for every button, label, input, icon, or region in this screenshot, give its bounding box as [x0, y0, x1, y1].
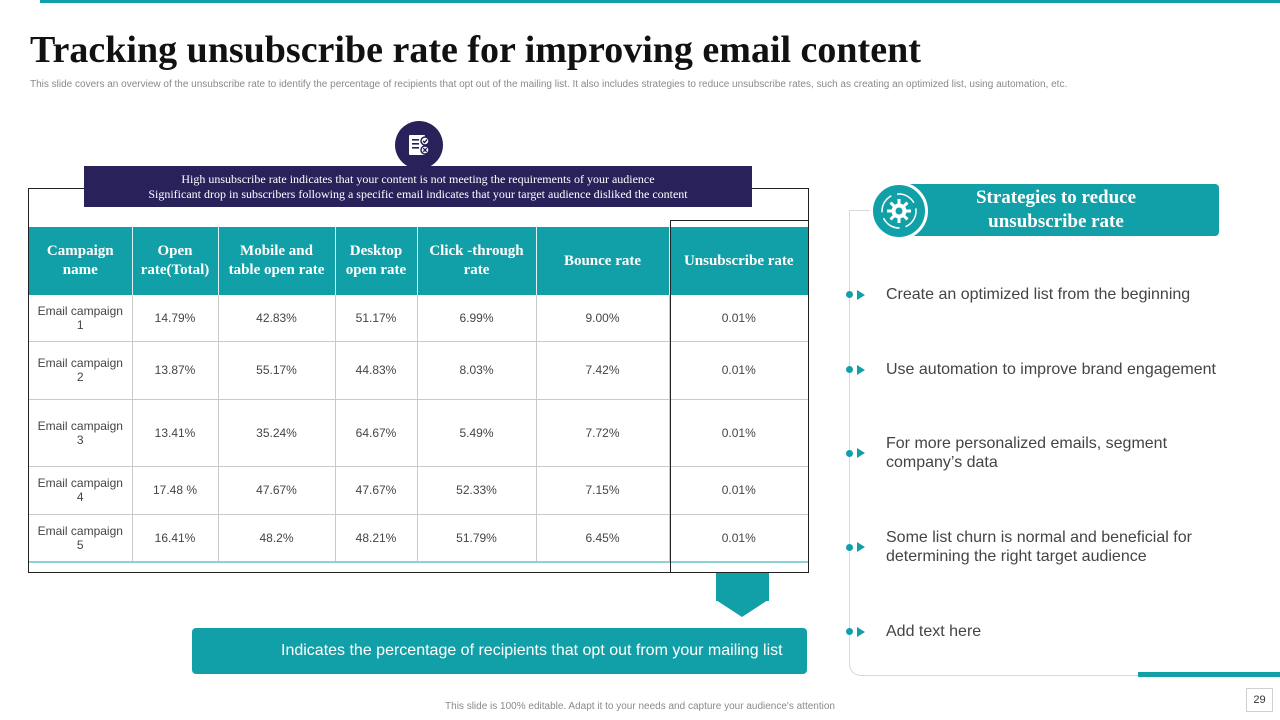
table-header-row: Campaign name Open rate(Total) Mobile an… [29, 227, 808, 295]
cell-bounce-rate: 7.42% [536, 341, 670, 400]
strategy-text: For more personalized emails, segment co… [886, 435, 1168, 471]
cell-open-rate: 13.87% [132, 341, 219, 400]
unsubscribe-column-highlight [670, 220, 809, 573]
page-number: 29 [1246, 688, 1273, 712]
cell-click-through-rate: 51.79% [417, 514, 537, 563]
cell-desktop-open-rate: 51.17% [335, 295, 418, 342]
cell-unsubscribe-rate: 0.01% [669, 399, 808, 467]
strategy-item-4: Some list churn is normal and beneficial… [846, 528, 1236, 566]
strategy-item-5: Add text here [846, 622, 1236, 641]
panel-border-top [849, 210, 871, 211]
cell-unsubscribe-rate: 0.01% [669, 514, 808, 563]
bullet-arrow-icon [846, 448, 886, 458]
pointer-arrow-body [716, 573, 769, 601]
cell-mobile-open-rate: 48.2% [218, 514, 336, 563]
strategy-item-1: Create an optimized list from the beginn… [846, 285, 1236, 304]
panel-border-bottom [849, 664, 1139, 676]
strategy-text: Add text here [886, 623, 982, 640]
strategy-item-2: Use automation to improve brand engageme… [846, 360, 1236, 379]
slide-title: Tracking unsubscribe rate for improving … [30, 29, 921, 71]
header-campaign-name: Campaign name [29, 227, 133, 295]
cell-mobile-open-rate: 55.17% [218, 341, 336, 400]
gear-icon [870, 182, 928, 240]
strategy-text: Some list churn is normal and beneficial… [886, 529, 1192, 565]
cell-click-through-rate: 8.03% [417, 341, 537, 400]
header-unsubscribe-rate: Unsubscribe rate [669, 227, 808, 295]
cell-bounce-rate: 7.15% [536, 466, 670, 515]
bullet-arrow-icon [846, 542, 886, 552]
table-row: Email campaign 1 14.79% 42.83% 51.17% 6.… [29, 295, 808, 342]
note-text: Indicates the percentage of recipients t… [281, 642, 783, 659]
header-click-through-rate: Click -through rate [417, 227, 537, 295]
bullet-arrow-icon [846, 364, 886, 375]
header-mobile-open-rate: Mobile and table open rate [218, 227, 336, 295]
strategy-text: Use automation to improve brand engageme… [886, 361, 1216, 378]
banner-line-2: Significant drop in subscribers followin… [148, 187, 688, 201]
cell-bounce-rate: 7.72% [536, 399, 670, 467]
cell-campaign: Email campaign 5 [29, 514, 133, 563]
cell-open-rate: 14.79% [132, 295, 219, 342]
header-open-rate: Open rate(Total) [132, 227, 219, 295]
cell-campaign: Email campaign 1 [29, 295, 133, 342]
cell-desktop-open-rate: 44.83% [335, 341, 418, 400]
table-row: Email campaign 4 17.48 % 47.67% 47.67% 5… [29, 466, 808, 515]
cell-campaign: Email campaign 4 [29, 466, 133, 515]
table-row: Email campaign 3 13.41% 35.24% 64.67% 5.… [29, 399, 808, 467]
strategies-title-line-2: unsubscribe rate [988, 211, 1124, 232]
unsubscribe-definition-note: Indicates the percentage of recipients t… [192, 628, 807, 674]
bullet-arrow-icon [846, 289, 886, 300]
strategy-text: Create an optimized list from the beginn… [886, 286, 1191, 303]
cell-unsubscribe-rate: 0.01% [669, 466, 808, 515]
banner-line-1: High unsubscribe rate indicates that you… [181, 172, 655, 186]
header-bounce-rate: Bounce rate [536, 227, 670, 295]
pointer-arrow-head [716, 600, 768, 617]
cell-mobile-open-rate: 47.67% [218, 466, 336, 515]
top-accent-rule [40, 0, 1280, 3]
cell-click-through-rate: 6.99% [417, 295, 537, 342]
bullet-arrow-icon [846, 626, 886, 637]
slide-subtitle: This slide covers an overview of the uns… [30, 79, 1068, 90]
panel-border-left [849, 210, 850, 665]
cell-click-through-rate: 52.33% [417, 466, 537, 515]
cell-desktop-open-rate: 48.21% [335, 514, 418, 563]
cell-desktop-open-rate: 47.67% [335, 466, 418, 515]
cell-desktop-open-rate: 64.67% [335, 399, 418, 467]
slide-footer: This slide is 100% editable. Adapt it to… [445, 701, 835, 712]
cell-unsubscribe-rate: 0.01% [669, 341, 808, 400]
cell-unsubscribe-rate: 0.01% [669, 295, 808, 342]
cell-bounce-rate: 6.45% [536, 514, 670, 563]
cell-mobile-open-rate: 42.83% [218, 295, 336, 342]
cell-open-rate: 13.41% [132, 399, 219, 467]
insight-banner: High unsubscribe rate indicates that you… [84, 166, 752, 207]
strategy-item-3: For more personalized emails, segment co… [846, 434, 1236, 472]
campaign-metrics-table: Campaign name Open rate(Total) Mobile an… [29, 227, 808, 563]
cell-campaign: Email campaign 2 [29, 341, 133, 400]
cell-mobile-open-rate: 35.24% [218, 399, 336, 467]
document-checklist-icon [395, 121, 443, 169]
table-row: Email campaign 2 13.87% 55.17% 44.83% 8.… [29, 341, 808, 400]
panel-accent-bar [1138, 672, 1280, 677]
cell-campaign: Email campaign 3 [29, 399, 133, 467]
cell-bounce-rate: 9.00% [536, 295, 670, 342]
cell-open-rate: 17.48 % [132, 466, 219, 515]
strategies-header: Strategies to reduce unsubscribe rate [890, 184, 1219, 236]
header-desktop-open-rate: Desktop open rate [335, 227, 418, 295]
cell-open-rate: 16.41% [132, 514, 219, 563]
strategies-title-line-1: Strategies to reduce [975, 187, 1137, 208]
cell-click-through-rate: 5.49% [417, 399, 537, 467]
table-row: Email campaign 5 16.41% 48.2% 48.21% 51.… [29, 514, 808, 563]
